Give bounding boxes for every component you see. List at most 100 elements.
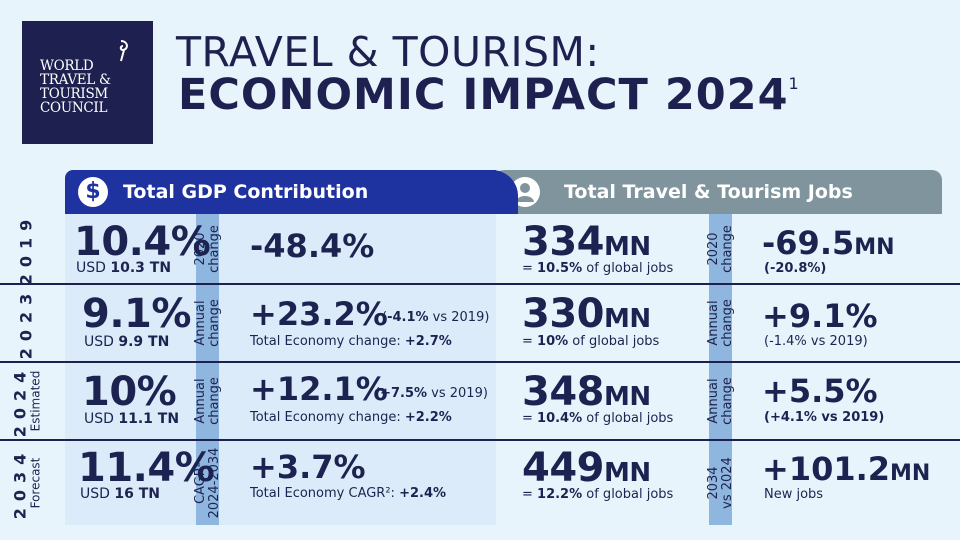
label-line: 2024-2034 bbox=[206, 447, 222, 519]
jobs-share-suffix: of global jobs bbox=[568, 334, 660, 349]
jobs-header: Total Travel & Tourism Jobs bbox=[480, 170, 942, 214]
logo-text: WORLD TRAVEL & TOURISM COUNCIL bbox=[40, 59, 111, 115]
year-number: 2019 bbox=[16, 212, 36, 285]
jobs-change-note: (+4.1% vs 2019) bbox=[764, 410, 885, 425]
jobs-change-note: (-1.4% vs 2019) bbox=[764, 334, 868, 349]
label-line: change bbox=[719, 377, 735, 425]
jobs-share: = 12.2% of global jobs bbox=[522, 487, 673, 502]
gdp-change-band bbox=[196, 214, 219, 525]
gdp-usd: USD 10.3 TN bbox=[76, 260, 171, 276]
label-line: change bbox=[206, 377, 222, 425]
label-line: Annual bbox=[705, 300, 721, 346]
year-label: 2019 bbox=[0, 212, 52, 285]
year-number: 2034 bbox=[10, 446, 30, 520]
jobs-unit: MN bbox=[604, 382, 651, 412]
gdp-usd: USD 9.9 TN bbox=[84, 334, 169, 350]
jobs-change-unit: MN bbox=[854, 235, 895, 260]
note-prefix: ( bbox=[382, 310, 388, 325]
jobs-unit: MN bbox=[604, 458, 651, 488]
label-line: Annual bbox=[192, 300, 208, 346]
label-line: change bbox=[719, 224, 735, 273]
gdp-share: 9.1% bbox=[82, 291, 191, 337]
logo-line: TRAVEL & bbox=[40, 72, 111, 88]
wttc-logo: WORLD TRAVEL & TOURISM COUNCIL bbox=[22, 21, 153, 144]
gdp-total-economy: Total Economy CAGR²: +2.4% bbox=[250, 486, 446, 501]
jobs-share-prefix: = bbox=[522, 487, 538, 502]
label-line: 2020 bbox=[192, 231, 208, 266]
jobs-share: = 10% of global jobs bbox=[522, 334, 659, 349]
jobs-change: -69.5MN bbox=[762, 224, 895, 262]
gdp-change-label: Annual change bbox=[192, 285, 222, 361]
label-line: CAGR² bbox=[192, 461, 208, 505]
jobs-unit: MN bbox=[604, 304, 651, 334]
gdp-usd-value: 10.3 TN bbox=[110, 260, 172, 276]
total-value: +2.2% bbox=[404, 410, 452, 425]
row-divider bbox=[0, 439, 960, 441]
note-prefix: ( bbox=[375, 386, 381, 401]
gdp-usd-value: 9.9 TN bbox=[118, 334, 170, 350]
gdp-change: +23.2% bbox=[250, 295, 388, 333]
jobs-number: 334 bbox=[522, 219, 605, 265]
title-footnote: 1 bbox=[788, 74, 800, 93]
row-divider bbox=[0, 361, 960, 363]
gdp-change: +12.1% bbox=[250, 370, 388, 408]
jobs-change-label: 2034 vs 2024 bbox=[706, 441, 735, 525]
gdp-usd-value: 16 TN bbox=[114, 486, 160, 502]
gdp-total-economy: Total Economy change: +2.2% bbox=[250, 410, 452, 425]
gdp-change-note: (-4.1% vs 2019) bbox=[382, 310, 489, 325]
logo-line: TOURISM bbox=[40, 86, 108, 102]
label-line: change bbox=[719, 299, 735, 347]
note-value: -4.1% bbox=[387, 310, 429, 325]
total-value: +2.4% bbox=[399, 486, 447, 501]
gdp-total-economy: Total Economy change: +2.7% bbox=[250, 334, 452, 349]
label-line: vs 2024 bbox=[719, 457, 735, 509]
gdp-change-label: Annual change bbox=[192, 363, 222, 439]
gdp-panel bbox=[65, 214, 496, 525]
total-prefix: Total Economy CAGR²: bbox=[250, 486, 400, 501]
label-line: change bbox=[206, 299, 222, 347]
note-suffix: vs 2019) bbox=[428, 310, 490, 325]
jobs-number: 330 bbox=[522, 291, 605, 337]
label-line: 2020 bbox=[705, 231, 721, 266]
row-divider bbox=[0, 283, 960, 285]
jobs-change-label: 2020 change bbox=[705, 214, 735, 283]
jobs-change-unit: MN bbox=[890, 461, 931, 486]
jobs-change: +9.1% bbox=[762, 297, 878, 335]
gdp-change: -48.4% bbox=[250, 227, 375, 265]
gdp-change-label: 2020 change bbox=[192, 214, 222, 283]
gdp-usd-prefix: USD bbox=[84, 411, 114, 427]
label-line: Annual bbox=[705, 378, 721, 424]
gdp-usd-prefix: USD bbox=[80, 486, 110, 502]
year-sub: Estimated bbox=[28, 370, 43, 432]
gdp-change-label: CAGR² 2024-2034 bbox=[192, 441, 222, 525]
gdp-share: 11.4% bbox=[78, 445, 215, 491]
jobs-change-band bbox=[709, 214, 732, 525]
jobs-share-suffix: of global jobs bbox=[582, 487, 674, 502]
label-line: Annual bbox=[192, 378, 208, 424]
gdp-share: 10% bbox=[82, 369, 177, 415]
gdp-header: $ Total GDP Contribution bbox=[65, 170, 518, 214]
swirl-icon bbox=[119, 40, 128, 62]
jobs-share: = 10.5% of global jobs bbox=[522, 261, 673, 276]
dollar-icon: $ bbox=[78, 177, 108, 207]
logo-line: COUNCIL bbox=[40, 100, 108, 116]
jobs-change: +5.5% bbox=[762, 372, 878, 410]
jobs-change: +101.2MN bbox=[762, 450, 930, 488]
page-title-line2: ECONOMIC IMPACT 20241 bbox=[178, 70, 800, 120]
jobs-number: 348 bbox=[522, 369, 605, 415]
year-sub: Forecast bbox=[28, 457, 43, 509]
jobs-value: 334MN bbox=[522, 219, 651, 265]
jobs-share-prefix: = bbox=[522, 334, 538, 349]
jobs-number: 449 bbox=[522, 445, 605, 491]
gdp-usd: USD 11.1 TN bbox=[84, 411, 179, 427]
gdp-change-note: (+7.5% vs 2019) bbox=[375, 386, 488, 401]
jobs-value: 330MN bbox=[522, 291, 651, 337]
jobs-header-label: Total Travel & Tourism Jobs bbox=[564, 181, 853, 203]
gdp-change: +3.7% bbox=[250, 448, 366, 486]
gdp-header-label: Total GDP Contribution bbox=[123, 181, 369, 203]
jobs-share-suffix: of global jobs bbox=[582, 261, 674, 276]
jobs-share: = 10.4% of global jobs bbox=[522, 411, 673, 426]
jobs-share-value: 10.5% bbox=[537, 261, 583, 276]
jobs-change-label: Annual change bbox=[705, 363, 735, 439]
total-prefix: Total Economy change: bbox=[250, 410, 405, 425]
